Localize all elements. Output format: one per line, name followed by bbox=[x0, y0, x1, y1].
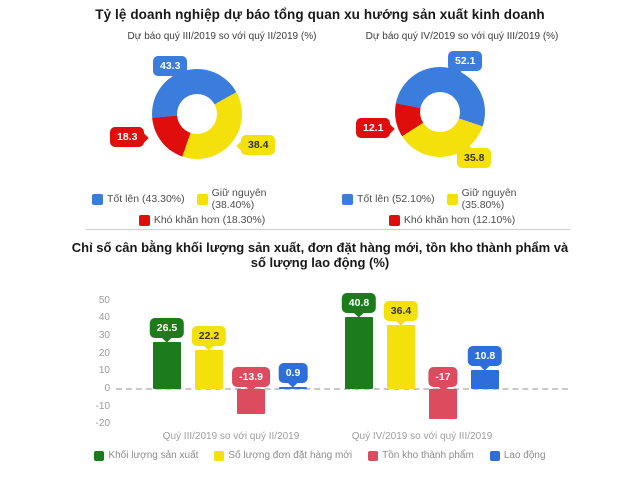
legend-row: Tốt lên (43.30%) Giữ nguyên (38.40%) bbox=[92, 187, 312, 211]
legend-item[interactable]: Giữ nguyên (38.40%) bbox=[196, 187, 312, 211]
legend-label: Lao động bbox=[503, 450, 546, 461]
legend-item[interactable]: Khối lượng sản xuất bbox=[94, 450, 198, 461]
legend-item[interactable]: Khó khăn hơn (18.30%) bbox=[138, 214, 266, 226]
legend-label: Giữ nguyên (38.40%) bbox=[211, 187, 267, 211]
bar[interactable] bbox=[237, 389, 265, 414]
section-divider bbox=[86, 229, 570, 230]
legend-swatch bbox=[446, 193, 458, 205]
legend-swatch bbox=[92, 193, 103, 205]
donut-q4-title: Dự báo quý IV/2019 so với quý III/2019 (… bbox=[365, 31, 559, 42]
legend-row: Tốt lên (52.10%) Giữ nguyên (35.80%) bbox=[342, 187, 562, 211]
legend-swatch bbox=[368, 450, 379, 461]
donut-q3-legend: Tốt lên (43.30%) Giữ nguyên (38.40%) Khó k… bbox=[92, 187, 312, 229]
section1-title: Tỷ lệ doanh nghiệp dự báo tổng quan xu h… bbox=[95, 7, 545, 22]
legend-label: Tốt lên (52.10%) bbox=[357, 193, 435, 205]
x-axis-category-label: Quý IV/2019 so với quý III/2019 bbox=[351, 431, 493, 442]
callout-pointer bbox=[287, 376, 299, 389]
legend-item[interactable]: Số lượng đơn đặt hàng mới bbox=[214, 450, 352, 461]
legend-item[interactable]: Tốt lên (52.10%) bbox=[342, 187, 435, 211]
section2-title: Chỉ số cân bằng khối lượng sản xuất, đơn… bbox=[0, 240, 640, 270]
legend-item[interactable]: Lao động bbox=[489, 450, 546, 461]
y-axis-tick: 40 bbox=[98, 312, 110, 324]
callout-pointer bbox=[137, 132, 150, 144]
donut-q3-title: Dự báo quý III/2019 so với quý II/2019 (… bbox=[127, 31, 317, 42]
legend-swatch bbox=[388, 214, 400, 226]
legend-label: Tồn kho thành phẩm bbox=[382, 450, 474, 461]
donut-value-callout: 38.4 bbox=[236, 135, 276, 155]
donut-value-callout: 18.3 bbox=[110, 127, 150, 147]
bar-value-callout: 22.2 bbox=[191, 325, 227, 351]
legend-label: Khối lượng sản xuất bbox=[108, 450, 199, 461]
y-axis-tick: 0 bbox=[104, 383, 110, 394]
callout-pointer bbox=[383, 123, 396, 135]
bar-value-callout: 26.5 bbox=[149, 318, 185, 343]
bar-value-callout: -13.9 bbox=[232, 367, 270, 392]
y-axis-tick: -20 bbox=[95, 418, 110, 430]
x-axis-category-label: Quý III/2019 so với quý II/2019 bbox=[162, 431, 300, 442]
legend-swatch bbox=[196, 193, 208, 205]
bar-chart-legend: Khối lượng sản xuất Số lượng đơn đặt hàng… bbox=[0, 450, 640, 461]
donut-value-callout: 52.1 bbox=[448, 51, 483, 76]
legend-swatch bbox=[489, 450, 500, 461]
bar[interactable] bbox=[471, 369, 499, 389]
section2-title-line1: Chỉ số cân bằng khối lượng sản xuất, đơn… bbox=[71, 240, 569, 255]
bar-value-callout: -17 bbox=[428, 367, 458, 392]
zero-baseline bbox=[116, 388, 568, 390]
bar[interactable] bbox=[153, 342, 181, 389]
donut-q4-legend: Tốt lên (52.10%) Giữ nguyên (35.80%) Khó k… bbox=[342, 187, 562, 229]
bar-value-callout: 40.8 bbox=[341, 292, 377, 318]
donut-chart-q3[interactable] bbox=[152, 69, 242, 159]
legend-swatch bbox=[138, 214, 150, 226]
bar[interactable] bbox=[279, 387, 307, 389]
bar[interactable] bbox=[195, 349, 223, 389]
donut-value-callout: 12.1 bbox=[356, 118, 396, 138]
bar-value-callout: 0.9 bbox=[278, 363, 308, 389]
legend-label: Khó khăn hơn (18.30%) bbox=[153, 214, 266, 226]
bar-value-callout: 10.8 bbox=[467, 345, 503, 371]
y-axis-tick: 30 bbox=[98, 329, 110, 341]
y-axis-tick: 50 bbox=[98, 294, 110, 306]
legend-swatch bbox=[94, 450, 105, 461]
callout-pointer bbox=[236, 140, 248, 152]
legend-item[interactable]: Khó khăn hơn (12.10%) bbox=[388, 214, 516, 226]
legend-item[interactable]: Tốt lên (43.30%) bbox=[92, 187, 185, 211]
donut-hole bbox=[177, 94, 217, 134]
bar[interactable] bbox=[429, 389, 457, 420]
legend-row: Khó khăn hơn (12.10%) bbox=[342, 214, 562, 226]
section2-title-line2: số lượng lao động (%) bbox=[250, 255, 390, 270]
donut-value-callout: 43.3 bbox=[153, 56, 188, 81]
legend-item[interactable]: Giữ nguyên (35.80%) bbox=[446, 187, 562, 211]
legend-row: Khó khăn hơn (18.30%) bbox=[92, 214, 312, 226]
legend-swatch bbox=[342, 193, 353, 205]
callout-pointer bbox=[479, 359, 491, 371]
callout-pointer bbox=[203, 339, 215, 351]
callout-pointer bbox=[395, 313, 407, 326]
y-axis-tick: 10 bbox=[98, 365, 110, 377]
legend-label: Số lượng đơn đặt hàng mới bbox=[228, 450, 353, 461]
donut-hole bbox=[420, 92, 460, 132]
callout-pointer bbox=[353, 306, 365, 318]
bar-value-callout: 36.4 bbox=[383, 300, 419, 326]
donut-chart-q4[interactable] bbox=[395, 67, 485, 157]
y-axis-tick: -10 bbox=[95, 400, 110, 412]
legend-label: Giữ nguyên (35.80%) bbox=[461, 187, 517, 211]
legend-swatch bbox=[214, 450, 225, 461]
bar[interactable] bbox=[345, 316, 373, 389]
y-axis-tick: 20 bbox=[98, 347, 110, 359]
legend-label: Tốt lên (43.30%) bbox=[107, 193, 185, 205]
bar[interactable] bbox=[387, 324, 415, 389]
legend-item[interactable]: Tồn kho thành phẩm bbox=[368, 450, 474, 461]
donut-value-callout: 35.8 bbox=[457, 143, 492, 168]
callout-pointer bbox=[161, 331, 173, 343]
legend-label: Khó khăn hơn (12.10%) bbox=[403, 214, 516, 226]
